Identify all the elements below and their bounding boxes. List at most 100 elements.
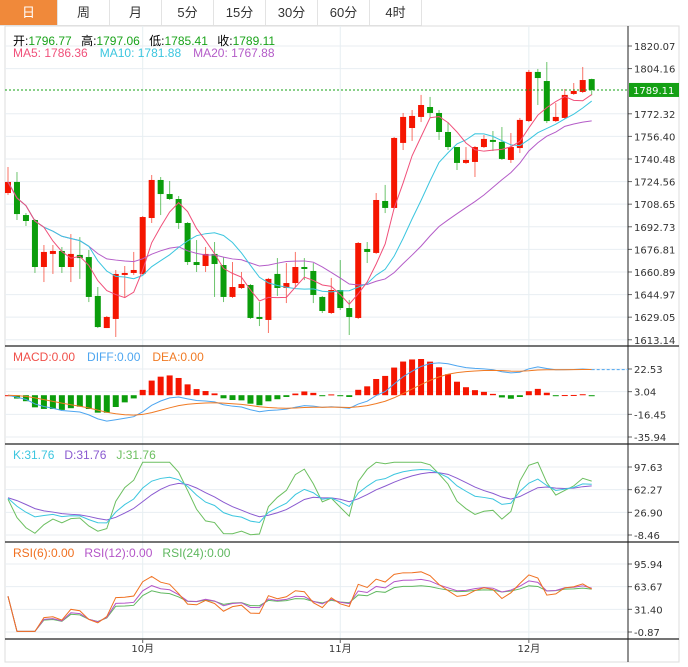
candle (256, 302, 263, 327)
macd-bar (543, 392, 550, 396)
candle (22, 213, 29, 226)
candle (238, 271, 245, 290)
macd-bar (471, 390, 478, 396)
candle (471, 146, 478, 177)
tab-5min[interactable]: 5分 (162, 0, 214, 25)
tab-15min[interactable]: 15分 (214, 0, 266, 25)
diff-value: DIFF:0.00 (87, 350, 141, 364)
kdj-tick-label: 97.63 (634, 463, 663, 474)
candle (148, 175, 155, 223)
candle (588, 78, 595, 96)
price-tick-label: 1629.05 (634, 313, 675, 324)
candle (40, 244, 47, 283)
candle (94, 287, 101, 329)
macd-bar (229, 395, 236, 401)
macd-bar (427, 361, 434, 396)
tab-4h[interactable]: 4时 (370, 0, 422, 25)
candle (283, 263, 290, 304)
candle-body (31, 220, 38, 267)
candle-body (274, 273, 281, 289)
candle-body (139, 217, 146, 274)
macd-bar (274, 395, 281, 400)
rsi-legend: RSI(6):0.00 RSI(12):0.00 RSI(24):0.00 (13, 546, 236, 560)
macd-bar (220, 395, 227, 399)
candle (346, 299, 353, 335)
candle (5, 167, 11, 196)
close-label: 收: (217, 34, 233, 48)
rsi-tick-label: 31.40 (634, 605, 663, 616)
candle-body (256, 316, 263, 319)
tab-60min[interactable]: 60分 (318, 0, 370, 25)
macd-bar (480, 391, 487, 396)
candle-body (391, 137, 398, 208)
candle-body (310, 270, 317, 295)
tab-day[interactable]: 日 (0, 0, 58, 25)
price-tick-label: 1613.14 (634, 336, 675, 347)
macd-bar (256, 395, 263, 406)
open-label: 开: (13, 34, 29, 48)
macd-bar (121, 395, 128, 403)
price-tick-label: 1740.48 (634, 155, 675, 166)
price-tick-label: 1660.89 (634, 268, 675, 279)
candle (193, 240, 200, 272)
d-value: D:31.76 (64, 448, 107, 462)
candle (292, 251, 299, 288)
candle (85, 249, 92, 303)
candle-body (454, 147, 460, 163)
candle (166, 180, 173, 200)
candle (49, 244, 56, 274)
candle-body (507, 147, 514, 160)
tab-week[interactable]: 周 (58, 0, 110, 25)
macd-bar (31, 395, 38, 408)
candle-body (489, 139, 496, 142)
candle-body (498, 141, 505, 159)
macd-bar (579, 394, 586, 396)
candle (274, 258, 281, 296)
price-tick-label: 1676.81 (634, 245, 675, 256)
rsi24-line (7, 585, 592, 632)
price-tick-label: 1820.07 (634, 42, 675, 53)
macd-bar (418, 358, 425, 396)
candle-body (166, 194, 173, 199)
macd-bar (409, 359, 416, 396)
candle (552, 103, 559, 123)
rsi12-value: RSI(12):0.00 (84, 546, 153, 560)
macd-bar (292, 393, 299, 396)
d-line (7, 471, 592, 521)
candle (184, 221, 191, 266)
candle-body (516, 119, 523, 149)
candle (489, 130, 496, 152)
macd-bar (588, 395, 595, 397)
candle (534, 68, 541, 106)
close-value: 1789.11 (232, 34, 276, 48)
candle (130, 251, 137, 275)
low-label: 低: (149, 34, 165, 48)
candle-body (355, 243, 362, 318)
candle-body (436, 112, 443, 132)
open-value: 1796.77 (28, 34, 72, 48)
macd-bar (346, 395, 353, 397)
candle (202, 246, 209, 272)
tab-30min[interactable]: 30分 (266, 0, 318, 25)
candle-body (130, 269, 137, 273)
candle (507, 132, 514, 163)
candle (516, 117, 523, 153)
candle (139, 216, 146, 275)
rsi6-line (7, 571, 592, 632)
macd-bar (462, 387, 469, 396)
candle-body (373, 199, 380, 253)
candle-body (40, 251, 47, 267)
macd-bar (525, 391, 532, 396)
tab-month[interactable]: 月 (110, 0, 162, 25)
rsi12-line (7, 578, 592, 632)
candle-body (346, 308, 353, 317)
macd-bar (319, 395, 326, 397)
candle-body (319, 296, 326, 312)
candle-body (103, 316, 110, 329)
x-tick-label: 10月 (131, 643, 154, 655)
k-value: K:31.76 (13, 448, 55, 462)
candle (445, 122, 452, 151)
candle-body (570, 90, 577, 94)
macd-bar (157, 376, 164, 396)
